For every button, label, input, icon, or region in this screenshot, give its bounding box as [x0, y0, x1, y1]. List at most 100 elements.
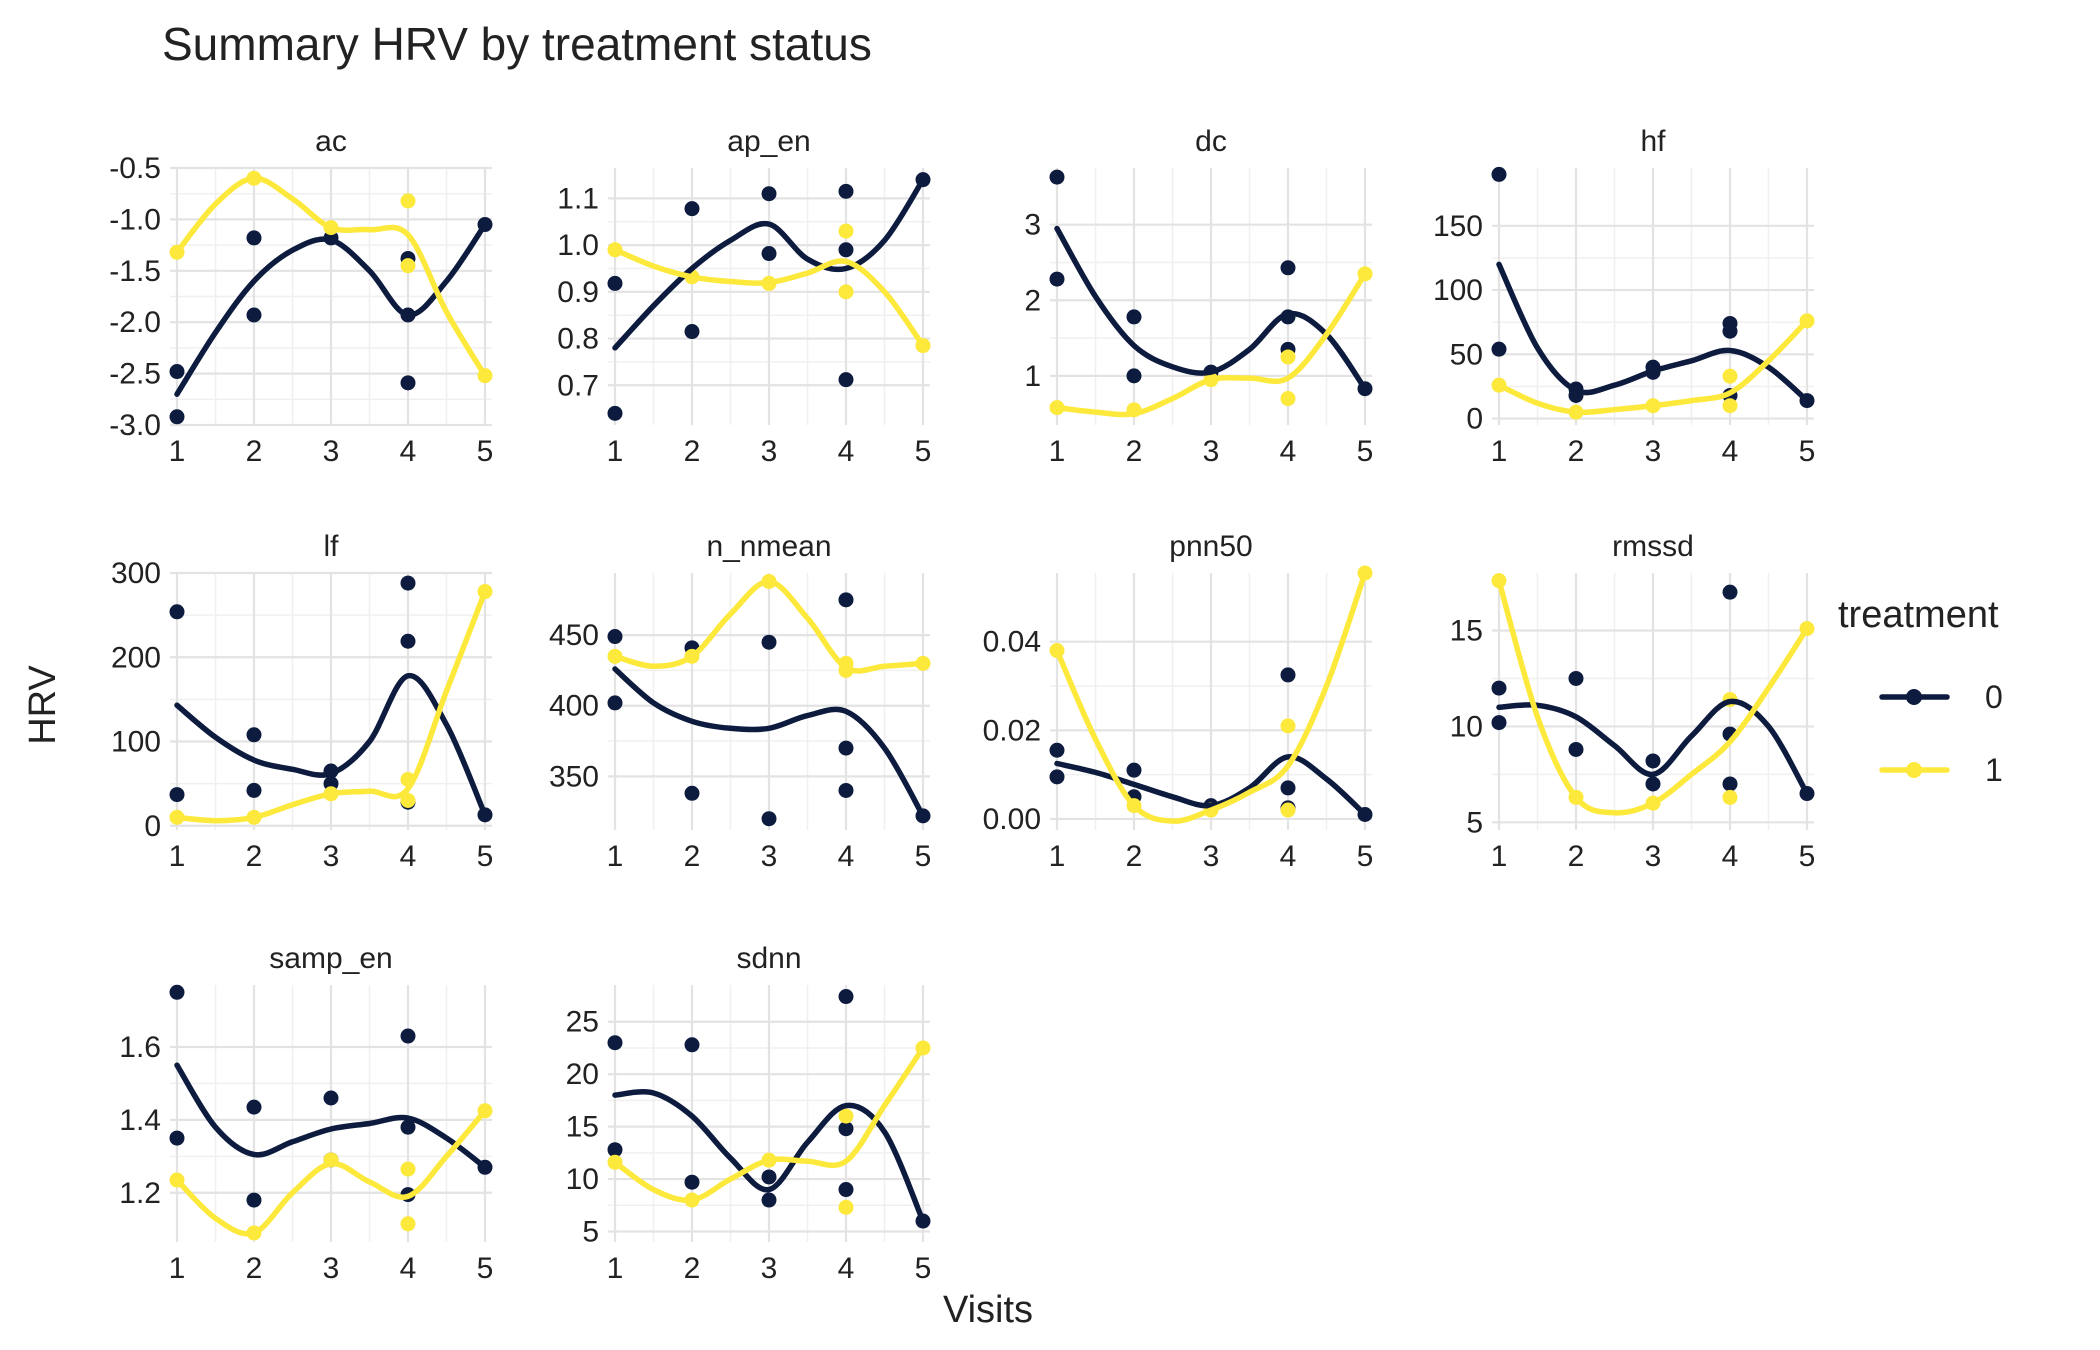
- x-tick-label: 1: [169, 840, 186, 873]
- x-tick-label: 5: [1799, 435, 1816, 468]
- data-point-treatment-0: [838, 989, 854, 1005]
- x-tick-label: 3: [323, 435, 340, 468]
- y-tick-label: 200: [111, 641, 161, 674]
- smooth-line-treatment-1: [1054, 570, 1368, 824]
- data-point-treatment-1: [838, 1199, 854, 1215]
- data-point-treatment-0: [400, 1028, 416, 1044]
- facet-panel-pnn50: pnn50 1 2 3 4 5 0.00 0.02 0.04: [983, 530, 1374, 873]
- y-tick-label: 5: [582, 1216, 599, 1249]
- smooth-line-treatment-0: [1496, 698, 1810, 797]
- y-tick-label: 100: [111, 726, 161, 759]
- data-point-treatment-1: [400, 1216, 416, 1232]
- y-tick-label: 100: [1433, 274, 1483, 307]
- x-tick-label: 1: [1491, 840, 1508, 873]
- x-tick-label: 5: [915, 840, 932, 873]
- x-tick-label: 3: [1645, 840, 1662, 873]
- y-axis-label: HRV: [22, 665, 64, 745]
- smooth-line-treatment-1: [1054, 271, 1368, 418]
- data-point-treatment-0: [1280, 667, 1296, 683]
- data-point-treatment-0: [607, 629, 623, 645]
- data-point-treatment-0: [1722, 323, 1738, 339]
- x-tick-label: 4: [1722, 840, 1739, 873]
- y-tick-label: 0.8: [557, 323, 599, 356]
- data-point-treatment-0: [1049, 742, 1065, 758]
- y-tick-label: 2: [1024, 284, 1041, 317]
- data-point-treatment-1: [1280, 718, 1296, 734]
- x-tick-label: 5: [1357, 435, 1374, 468]
- x-tick-label: 2: [684, 1252, 701, 1285]
- data-point-treatment-0: [684, 785, 700, 801]
- data-point-treatment-0: [246, 307, 262, 323]
- y-tick-label: 0: [1466, 403, 1483, 436]
- x-tick-label: 4: [838, 840, 855, 873]
- facet-title: n_nmean: [706, 530, 831, 563]
- x-tick-label: 3: [1645, 435, 1662, 468]
- data-point-treatment-0: [838, 372, 854, 388]
- data-point-treatment-1: [1722, 368, 1738, 384]
- smooth-line-treatment-0: [174, 673, 488, 818]
- data-point-treatment-0: [684, 1037, 700, 1053]
- data-point-treatment-0: [1491, 680, 1507, 696]
- data-point-treatment-0: [838, 740, 854, 756]
- y-tick-label: 10: [566, 1163, 599, 1196]
- data-point-treatment-0: [1049, 769, 1065, 785]
- x-tick-label: 5: [1799, 840, 1816, 873]
- data-point-treatment-0: [169, 984, 185, 1000]
- smooth-line-treatment-0: [612, 176, 926, 351]
- data-point-treatment-0: [1126, 309, 1142, 325]
- data-point-treatment-1: [1722, 398, 1738, 414]
- data-point-treatment-0: [607, 275, 623, 291]
- y-tick-label: 50: [1450, 338, 1483, 371]
- data-point-treatment-1: [1280, 391, 1296, 407]
- facet-title: samp_en: [269, 942, 392, 975]
- facet-title: ap_en: [727, 125, 810, 158]
- y-tick-label: -1.0: [109, 203, 161, 236]
- y-tick-label: 0.7: [557, 369, 599, 402]
- facet-panel-dc: dc 1 2 3 4 5 1 2 3: [1024, 125, 1373, 468]
- data-point-treatment-0: [1722, 776, 1738, 792]
- x-tick-label: 1: [169, 435, 186, 468]
- smooth-line-treatment-0: [1054, 754, 1368, 818]
- x-tick-label: 5: [477, 435, 494, 468]
- x-tick-label: 3: [323, 840, 340, 873]
- x-tick-label: 1: [1049, 840, 1066, 873]
- data-point-treatment-0: [761, 811, 777, 827]
- x-tick-label: 2: [684, 435, 701, 468]
- x-tick-label: 2: [1126, 435, 1143, 468]
- smooth-line-treatment-1: [1496, 577, 1810, 816]
- x-tick-label: 1: [1049, 435, 1066, 468]
- y-tick-label: 0: [144, 810, 161, 843]
- data-point-treatment-0: [169, 1130, 185, 1146]
- legend-title: treatment: [1838, 594, 1999, 636]
- y-tick-label: 1: [1024, 360, 1041, 393]
- y-tick-label: -0.5: [109, 152, 161, 185]
- data-point-treatment-0: [1049, 271, 1065, 287]
- data-point-treatment-0: [1722, 584, 1738, 600]
- data-point-treatment-0: [1645, 776, 1661, 792]
- x-tick-label: 3: [761, 1252, 778, 1285]
- y-tick-label: 0.00: [983, 803, 1041, 836]
- data-point-treatment-0: [400, 633, 416, 649]
- facet-panel-rmssd: rmssd 1 2 3 4 5 5 10 15: [1450, 530, 1816, 873]
- y-tick-label: 1.2: [119, 1177, 161, 1210]
- data-point-treatment-0: [838, 1182, 854, 1198]
- facet-title: dc: [1195, 125, 1227, 158]
- y-tick-label: 5: [1466, 806, 1483, 839]
- facet-panel-lf: lf 1 2 3 4 5 0 100 200 300: [111, 530, 493, 873]
- data-point-treatment-0: [400, 375, 416, 391]
- y-tick-label: 450: [549, 619, 599, 652]
- facet-title: ac: [315, 125, 347, 158]
- y-tick-label: 150: [1433, 210, 1483, 243]
- data-point-treatment-1: [838, 284, 854, 300]
- data-point-treatment-1: [1280, 802, 1296, 818]
- data-point-treatment-0: [169, 364, 185, 380]
- legend: treatment 01: [1838, 594, 2003, 788]
- data-point-treatment-1: [1722, 789, 1738, 805]
- data-point-treatment-0: [1568, 670, 1584, 686]
- facet-title: pnn50: [1169, 530, 1252, 563]
- smooth-line-treatment-1: [174, 588, 488, 824]
- x-tick-label: 5: [477, 1252, 494, 1285]
- x-tick-label: 4: [1280, 435, 1297, 468]
